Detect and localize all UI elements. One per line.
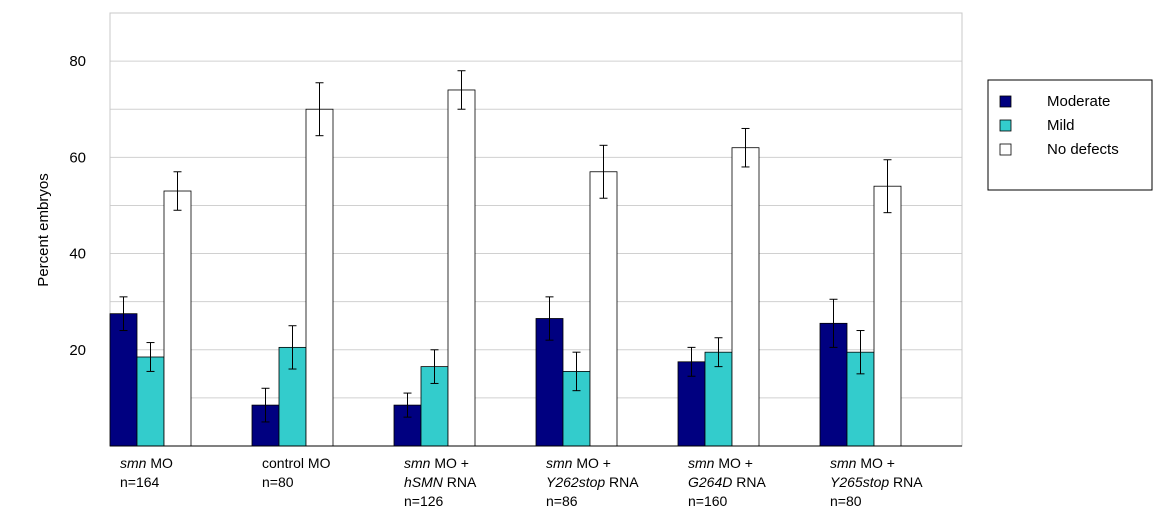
category-label-line: hSMN RNA	[404, 474, 477, 490]
category-label-line: control MO	[262, 455, 331, 471]
category-label-line: smn MO +	[830, 455, 895, 471]
y-tick-labels: 20 40 60 80	[69, 53, 86, 359]
bar-no-defects	[163, 190, 192, 447]
category-label-segment: MO +	[856, 455, 895, 471]
y-tick-label: 20	[69, 342, 86, 359]
category-label-segment: smn	[830, 455, 857, 471]
category-label-segment: smn	[546, 455, 573, 471]
category-label-line: smn MO +	[546, 455, 611, 471]
bar-no-defects	[305, 108, 334, 447]
category-label-segment: n=160	[688, 493, 728, 509]
grid-lines	[110, 60, 962, 399]
category-label-line: smn MO +	[688, 455, 753, 471]
category-label-line: smn MO +	[404, 455, 469, 471]
category-label: smn MO + Y262stop RNA n=86	[546, 455, 639, 509]
category-label-segment: MO +	[430, 455, 469, 471]
category-label-line: Y262stop RNA	[546, 474, 639, 490]
bar-no-defects	[447, 89, 476, 447]
category-label-segment: RNA	[605, 474, 639, 490]
legend-label: No defects	[1047, 141, 1119, 158]
category-label-line: n=80	[830, 493, 862, 509]
legend-label: Moderate	[1047, 93, 1110, 110]
legend-swatch	[999, 119, 1012, 132]
bars	[109, 89, 902, 447]
legend: Moderate Mild No defects	[987, 79, 1153, 191]
category-label-segment: Y262stop	[546, 474, 605, 490]
category-label-segment: smn	[688, 455, 715, 471]
category-label-line: n=126	[404, 493, 444, 509]
category-label-segment: n=164	[120, 474, 160, 490]
y-axis-label: Percent embryos	[35, 173, 52, 286]
bar-no-defects	[873, 185, 902, 447]
y-tick-label: 60	[69, 149, 86, 166]
category-label-segment: RNA	[732, 474, 766, 490]
category-labels: smn MO n=164 control MO n=80 smn MO + hSMN RN…	[120, 455, 923, 509]
y-tick-label: 40	[69, 246, 86, 263]
category-label-segment: MO	[146, 455, 173, 471]
category-label: control MO n=80	[262, 455, 331, 490]
category-label-segment: MO +	[572, 455, 611, 471]
category-label-segment: MO +	[714, 455, 753, 471]
category-label: smn MO + Y265stop RNA n=80	[830, 455, 923, 509]
category-label-line: n=160	[688, 493, 728, 509]
category-label-segment: control MO	[262, 455, 331, 471]
error-bars	[119, 70, 892, 423]
category-label-line: smn MO	[120, 455, 173, 471]
category-label-segment: Y265stop	[830, 474, 889, 490]
category-label-segment: n=86	[546, 493, 578, 509]
category-label-segment: n=80	[830, 493, 862, 509]
legend-swatch	[999, 143, 1012, 156]
category-label-segment: smn	[404, 455, 431, 471]
category-label-segment: hSMN	[404, 474, 444, 490]
category-label-segment: G264D	[688, 474, 732, 490]
category-label-segment: RNA	[443, 474, 477, 490]
category-label: smn MO n=164	[120, 455, 173, 490]
category-label-line: Y265stop RNA	[830, 474, 923, 490]
category-label: smn MO + hSMN RNA n=126	[404, 455, 477, 509]
y-tick-label: 80	[69, 53, 86, 70]
category-label-segment: RNA	[889, 474, 923, 490]
category-label-line: n=80	[262, 474, 294, 490]
bar-no-defects	[731, 147, 760, 447]
bar-no-defects	[589, 171, 618, 447]
legend-label: Mild	[1047, 117, 1075, 134]
category-label-line: n=86	[546, 493, 578, 509]
category-label-segment: n=80	[262, 474, 294, 490]
legend-swatch	[999, 95, 1012, 108]
category-label-line: G264D RNA	[688, 474, 766, 490]
category-label-line: n=164	[120, 474, 160, 490]
bar-moderate	[109, 313, 138, 447]
legend-frame	[987, 79, 1153, 191]
category-label-segment: smn	[120, 455, 147, 471]
category-label-segment: n=126	[404, 493, 444, 509]
